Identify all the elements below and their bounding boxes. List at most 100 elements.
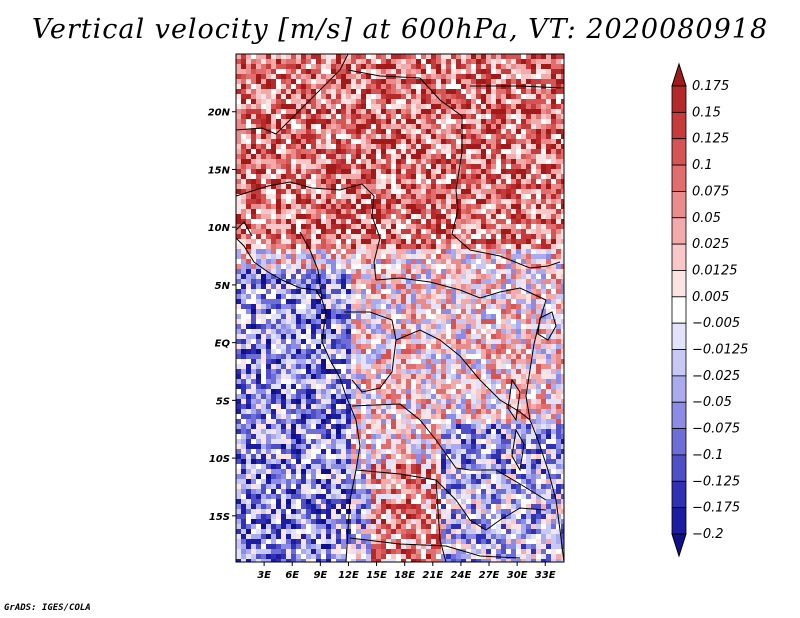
field-cell	[481, 259, 486, 264]
field-cell	[546, 179, 551, 184]
field-cell	[291, 234, 296, 239]
field-cell	[261, 329, 266, 334]
field-cell	[276, 304, 281, 309]
field-cell	[276, 134, 281, 139]
field-cell	[276, 389, 281, 394]
field-cell	[491, 349, 496, 354]
field-cell	[351, 219, 356, 224]
field-cell	[446, 119, 451, 124]
field-cell	[286, 409, 291, 414]
field-cell	[496, 294, 501, 299]
field-cell	[236, 184, 241, 189]
field-cell	[306, 269, 311, 274]
field-cell	[406, 204, 411, 209]
field-cell	[491, 79, 496, 84]
field-cell	[416, 264, 421, 269]
field-cell	[351, 159, 356, 164]
field-cell	[531, 339, 536, 344]
field-cell	[261, 294, 266, 299]
field-cell	[326, 249, 331, 254]
field-cell	[506, 424, 511, 429]
field-cell	[406, 414, 411, 419]
field-cell	[476, 179, 481, 184]
field-cell	[286, 179, 291, 184]
field-cell	[456, 209, 461, 214]
field-cell	[266, 249, 271, 254]
field-cell	[371, 259, 376, 264]
field-cell	[261, 84, 266, 89]
field-cell	[436, 119, 441, 124]
field-cell	[291, 174, 296, 179]
field-cell	[421, 94, 426, 99]
field-cell	[536, 174, 541, 179]
field-cell	[436, 214, 441, 219]
field-cell	[426, 334, 431, 339]
field-cell	[511, 174, 516, 179]
field-cell	[461, 399, 466, 404]
field-cell	[236, 144, 241, 149]
field-cell	[241, 369, 246, 374]
field-cell	[436, 329, 441, 334]
field-cell	[441, 409, 446, 414]
field-cell	[501, 219, 506, 224]
field-cell	[391, 94, 396, 99]
field-cell	[376, 219, 381, 224]
field-cell	[381, 429, 386, 434]
field-cell	[311, 429, 316, 434]
field-cell	[551, 339, 556, 344]
field-cell	[326, 419, 331, 424]
field-cell	[441, 179, 446, 184]
field-cell	[521, 179, 526, 184]
field-cell	[396, 144, 401, 149]
field-cell	[451, 334, 456, 339]
field-cell	[401, 94, 406, 99]
field-cell	[501, 159, 506, 164]
field-cell	[471, 279, 476, 284]
field-cell	[516, 384, 521, 389]
field-cell	[411, 259, 416, 264]
field-cell	[426, 304, 431, 309]
field-cell	[511, 199, 516, 204]
field-cell	[311, 354, 316, 359]
field-cell	[396, 284, 401, 289]
field-cell	[436, 134, 441, 139]
field-cell	[491, 139, 496, 144]
field-cell	[396, 379, 401, 384]
field-cell	[556, 394, 561, 399]
field-cell	[406, 144, 411, 149]
field-cell	[321, 149, 326, 154]
field-cell	[431, 74, 436, 79]
field-cell	[336, 379, 341, 384]
field-cell	[496, 364, 501, 369]
field-cell	[391, 369, 396, 374]
field-cell	[506, 104, 511, 109]
field-cell	[246, 334, 251, 339]
field-cell	[366, 204, 371, 209]
field-cell	[426, 74, 431, 79]
field-cell	[406, 124, 411, 129]
field-cell	[496, 204, 501, 209]
field-cell	[331, 339, 336, 344]
field-cell	[361, 349, 366, 354]
field-cell	[441, 189, 446, 194]
field-cell	[551, 344, 556, 349]
field-cell	[346, 149, 351, 154]
field-cell	[481, 94, 486, 99]
field-cell	[516, 124, 521, 129]
field-cell	[451, 184, 456, 189]
field-cell	[536, 309, 541, 314]
field-cell	[506, 359, 511, 364]
field-cell	[431, 294, 436, 299]
field-cell	[501, 339, 506, 344]
field-cell	[256, 399, 261, 404]
field-cell	[521, 274, 526, 279]
field-cell	[536, 404, 541, 409]
field-cell	[506, 289, 511, 294]
field-cell	[306, 89, 311, 94]
field-cell	[471, 404, 476, 409]
field-cell	[541, 74, 546, 79]
field-cell	[441, 339, 446, 344]
field-cell	[381, 124, 386, 129]
field-cell	[366, 394, 371, 399]
field-cell	[556, 174, 561, 179]
